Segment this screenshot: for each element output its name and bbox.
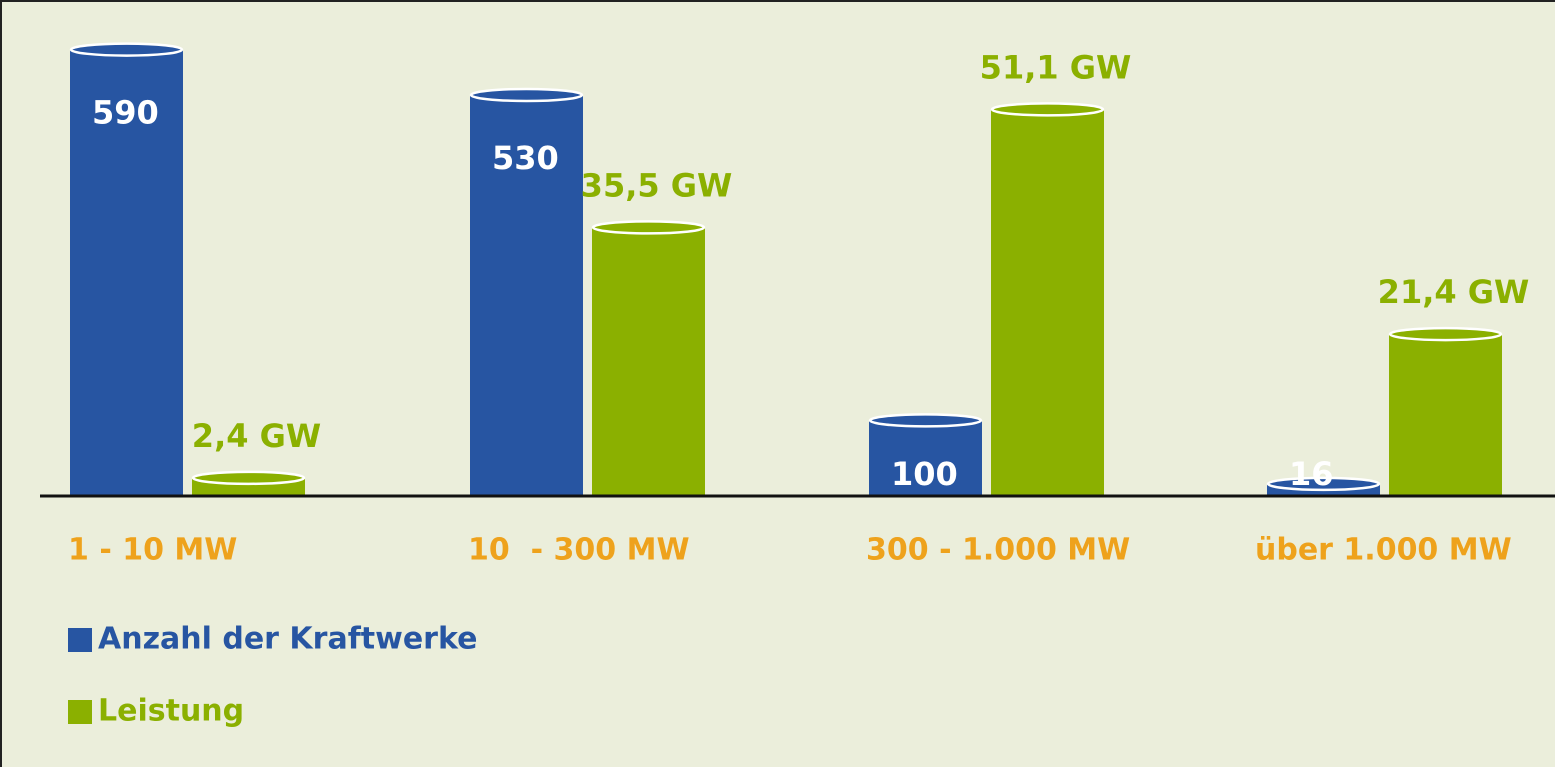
legend-label: Anzahl der Kraftwerke bbox=[98, 622, 477, 657]
bar-cap bbox=[1388, 326, 1503, 342]
legend-label: Leistung bbox=[98, 694, 244, 729]
bar bbox=[1266, 476, 1381, 496]
bar-body bbox=[991, 109, 1104, 497]
value-label: 100 bbox=[891, 455, 958, 493]
bar-cap bbox=[591, 220, 706, 235]
value-label: 35,5 GW bbox=[581, 166, 733, 204]
value-label: 530 bbox=[492, 139, 559, 177]
category-label: 10 - 300 MW bbox=[468, 533, 690, 568]
bar-cap bbox=[191, 470, 306, 486]
bar-body bbox=[70, 49, 183, 497]
bar-cap bbox=[868, 413, 983, 428]
category-label: über 1.000 MW bbox=[1255, 533, 1512, 568]
bar bbox=[191, 470, 306, 496]
bar bbox=[69, 42, 184, 497]
bar bbox=[1388, 326, 1503, 496]
value-label: 51,1 GW bbox=[980, 48, 1132, 86]
category-label: 1 - 10 MW bbox=[68, 533, 237, 568]
legend-swatch bbox=[68, 700, 92, 724]
value-label: 21,4 GW bbox=[1378, 273, 1530, 311]
bar bbox=[591, 220, 706, 496]
category-label: 300 - 1.000 MW bbox=[866, 533, 1130, 568]
value-label: 590 bbox=[92, 94, 159, 132]
bar-body bbox=[592, 227, 705, 496]
bar-body bbox=[470, 94, 583, 496]
value-label: 2,4 GW bbox=[192, 417, 321, 455]
bar bbox=[990, 102, 1105, 497]
legend-swatch bbox=[68, 628, 92, 652]
bar bbox=[868, 413, 983, 496]
bar-cap bbox=[990, 102, 1105, 117]
bar-body bbox=[1389, 334, 1502, 496]
bar-cap bbox=[1266, 476, 1381, 492]
bar-cap bbox=[469, 87, 584, 103]
bar-body bbox=[869, 420, 982, 496]
value-label: 16 bbox=[1289, 455, 1334, 493]
bar-cap bbox=[69, 42, 184, 57]
bar bbox=[469, 87, 584, 496]
